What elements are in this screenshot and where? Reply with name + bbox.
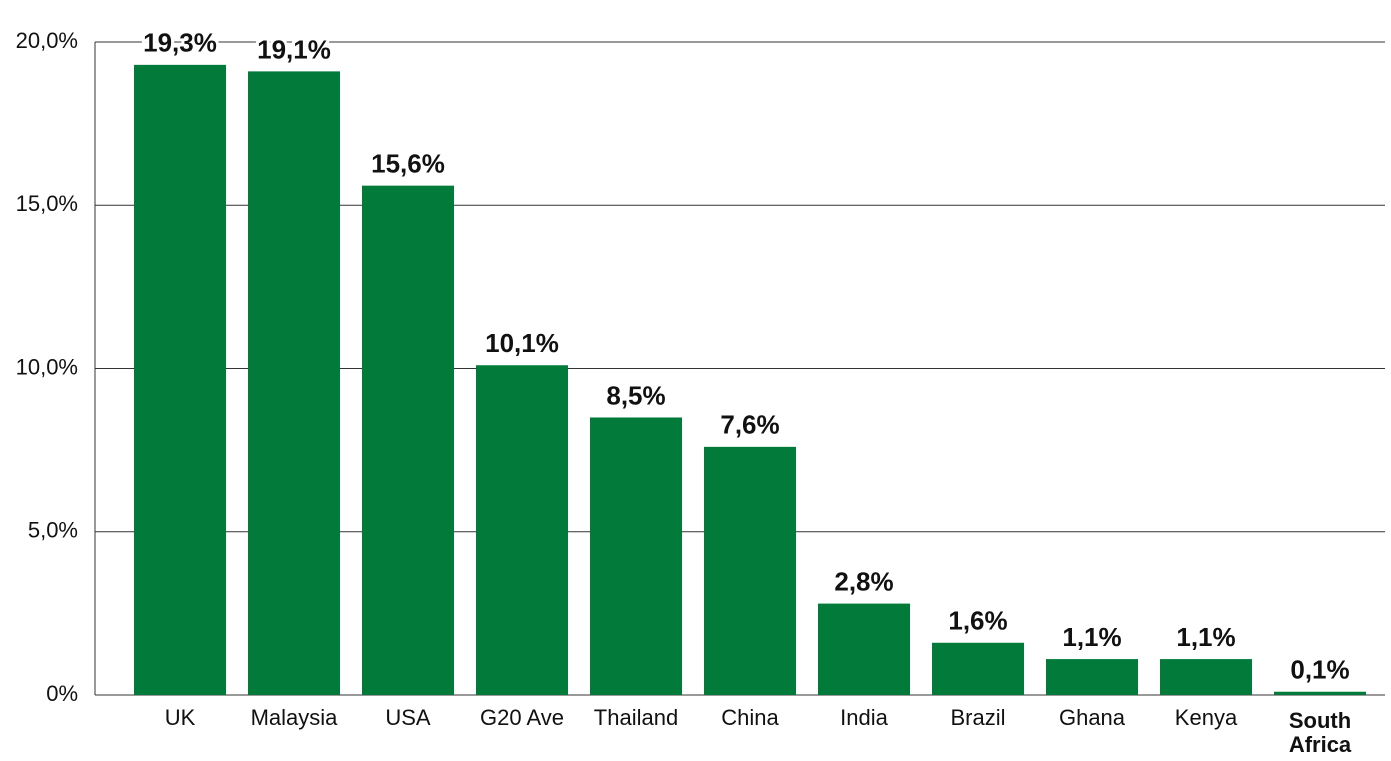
- x-tick-label: Brazil: [950, 705, 1006, 730]
- x-tick-label: Kenya: [1174, 705, 1238, 730]
- value-label: 15,6%: [371, 149, 445, 179]
- bar: [362, 185, 454, 695]
- bar: [1160, 659, 1252, 695]
- value-label: 2,8%: [834, 566, 893, 596]
- y-tick-label: 10,0%: [16, 354, 78, 379]
- y-tick-label: 0%: [46, 681, 78, 706]
- x-tick-label: G20 Ave: [480, 705, 564, 730]
- y-tick-label: 20,0%: [16, 28, 78, 53]
- value-label: 19,3%: [143, 28, 217, 58]
- bar: [932, 642, 1024, 695]
- x-tick-label: India: [840, 705, 888, 730]
- x-tick-label: Thailand: [593, 705, 679, 730]
- value-label: 1,1%: [1176, 622, 1235, 652]
- x-tick-label: China: [721, 705, 779, 730]
- value-label: 1,6%: [948, 606, 1007, 636]
- value-label: 10,1%: [485, 328, 559, 358]
- bar: [248, 71, 340, 695]
- value-label: 1,1%: [1062, 622, 1121, 652]
- value-label: 0,1%: [1290, 655, 1349, 685]
- bar: [590, 417, 682, 695]
- bar: [134, 64, 226, 696]
- bar: [704, 446, 796, 695]
- y-tick-label: 5,0%: [28, 518, 78, 543]
- value-label: 19,1%: [257, 34, 331, 64]
- x-tick-label: Malaysia: [250, 705, 338, 730]
- bar: [818, 603, 910, 695]
- x-tick-label: USA: [385, 705, 431, 730]
- y-tick-label: 15,0%: [16, 191, 78, 216]
- x-tick-label: Ghana: [1058, 705, 1126, 730]
- bar: [1274, 691, 1366, 695]
- x-tick-label: South Africa: [1288, 708, 1352, 757]
- bar: [1046, 659, 1138, 695]
- bar: [476, 365, 568, 695]
- value-label: 7,6%: [720, 410, 779, 440]
- value-label: 8,5%: [606, 380, 665, 410]
- x-tick-label: UK: [164, 705, 196, 730]
